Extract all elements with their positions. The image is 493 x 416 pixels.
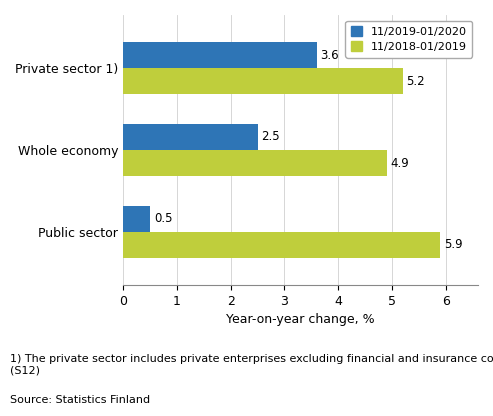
Bar: [123, 206, 150, 232]
Bar: [123, 232, 440, 258]
Text: 0.5: 0.5: [154, 212, 172, 225]
Text: 5.2: 5.2: [407, 75, 425, 88]
Text: Source: Statistics Finland: Source: Statistics Finland: [10, 395, 150, 405]
Bar: [123, 150, 387, 176]
Bar: [123, 68, 403, 94]
X-axis label: Year-on-year change, %: Year-on-year change, %: [226, 313, 375, 326]
Text: 1) The private sector includes private enterprises excluding financial and insur: 1) The private sector includes private e…: [10, 354, 493, 375]
Legend: 11/2019-01/2020, 11/2018-01/2019: 11/2019-01/2020, 11/2018-01/2019: [345, 20, 472, 58]
Text: 2.5: 2.5: [261, 130, 280, 144]
Bar: [123, 124, 257, 150]
Text: 3.6: 3.6: [320, 49, 339, 62]
Bar: [123, 42, 317, 68]
Text: 4.9: 4.9: [390, 156, 409, 169]
Text: 5.9: 5.9: [444, 238, 463, 251]
